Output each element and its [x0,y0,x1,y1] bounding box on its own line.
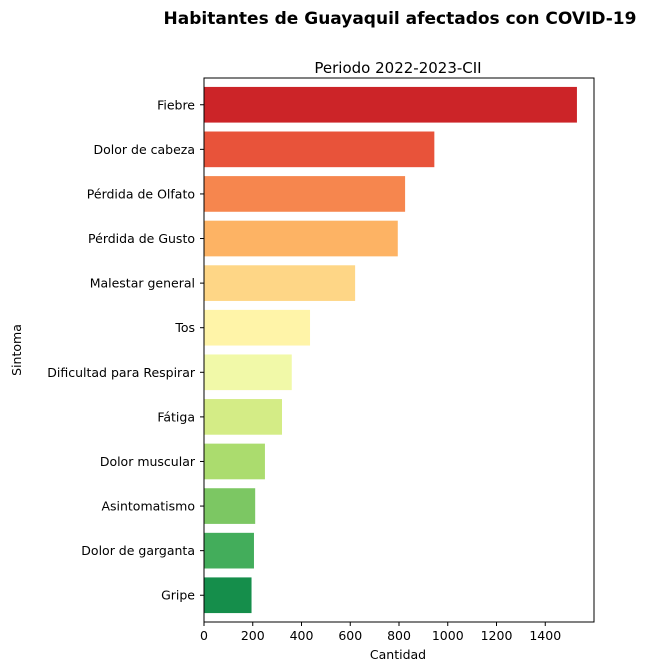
y-axis-label: Sintoma [9,324,24,376]
y-tick-label: Tos [174,320,195,335]
chart-suptitle: Habitantes de Guayaquil afectados con CO… [164,9,637,29]
bar-1 [204,131,435,168]
bar-4 [204,265,356,301]
y-tick-label: Asintomatismo [101,499,195,514]
x-tick-label: 1400 [529,628,561,643]
y-tick-label: Dificultad para Respirar [47,365,196,380]
y-tick-label: Malestar general [90,276,195,291]
y-tick-label: Dolor de cabeza [94,142,195,157]
bar-10 [204,532,254,569]
chart-title: Periodo 2022-2023-CII [314,59,481,77]
y-tick-label: Fátiga [157,409,195,424]
y-tick-label: Fiebre [157,97,195,112]
y-tick-group: Fiebre Dolor de cabeza Pérdida de Olfato Pé… [47,97,204,603]
x-tick-label: 1000 [432,628,464,643]
x-tick-label: 200 [241,628,265,643]
y-tick-label: Dolor muscular [100,454,196,469]
x-axis-label: Cantidad [370,647,426,662]
bar-8 [204,443,265,480]
bar-6 [204,354,292,391]
bar-7 [204,399,282,435]
bar-2 [204,176,406,212]
y-tick-label: Dolor de garganta [81,543,195,558]
bar-9 [204,488,256,524]
bar-11 [204,577,252,614]
bar-0 [204,86,577,123]
bar-3 [204,220,398,257]
x-tick-label: 600 [338,628,362,643]
y-tick-label: Pérdida de Gusto [88,231,195,246]
bar-5 [204,309,311,346]
x-tick-label: 400 [290,628,314,643]
y-tick-label: Gripe [161,588,195,603]
x-tick-group: 0 200 400 600 800 1000 1200 1400 [200,622,561,643]
y-tick-label: Pérdida de Olfato [87,186,195,201]
x-tick-label: 0 [200,628,208,643]
x-tick-label: 1200 [481,628,513,643]
bars-group [204,86,577,614]
x-tick-label: 800 [387,628,411,643]
plot-frame [203,77,595,623]
